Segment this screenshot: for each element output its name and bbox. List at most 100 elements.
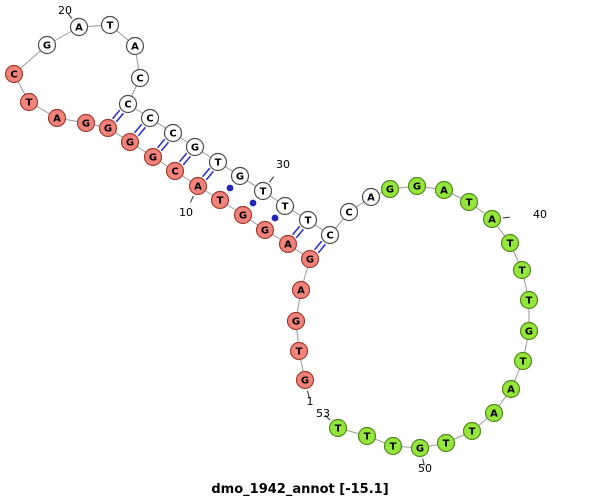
nucleotide-3: G	[286, 311, 306, 331]
nucleotide-24: C	[118, 94, 138, 114]
nucleotide-9: T	[210, 190, 230, 210]
nucleotide-53: T	[328, 418, 348, 438]
nucleotide-base: G	[525, 326, 533, 337]
nucleotide-circle	[339, 202, 359, 222]
nucleotide-base: T	[507, 238, 514, 249]
nucleotide-6: A	[278, 234, 298, 254]
figure-title: dmo_1942_annot [-15.1]	[211, 482, 388, 497]
nucleotide-17: T	[19, 92, 39, 112]
nucleotide-base: T	[335, 423, 342, 434]
nucleotide-base: G	[43, 40, 51, 51]
nucleotide-base: T	[526, 295, 533, 306]
nucleotide-base: A	[490, 408, 498, 419]
position-tick	[324, 414, 331, 421]
nucleotide-base: G	[413, 181, 421, 192]
nucleotide-base: A	[507, 384, 515, 395]
base-pair-bond	[115, 112, 125, 123]
nucleotide-11: C	[165, 161, 185, 181]
nucleotide-base: C	[136, 73, 143, 84]
nucleotide-25: C	[140, 108, 160, 128]
nucleotide-31: T	[275, 196, 295, 216]
nucleotide-circle	[459, 192, 479, 212]
base-pair-dot	[271, 214, 279, 222]
nucleotide-36: G	[380, 179, 400, 199]
nucleotide-base: A	[75, 22, 83, 33]
nucleotide-base: A	[53, 113, 61, 124]
position-tick	[422, 458, 425, 466]
nucleotide-circle	[410, 438, 430, 458]
nucleotide-15: G	[76, 113, 96, 133]
nucleotide-circle	[210, 190, 230, 210]
nucleotide-28: T	[208, 152, 228, 172]
nucleotide-circle	[300, 249, 320, 269]
nucleotide-circle	[275, 196, 295, 216]
nucleotide-circle	[143, 147, 163, 167]
nucleotide-44: G	[519, 321, 539, 341]
nucleotide-circle	[125, 36, 145, 56]
nucleotide-base: C	[345, 207, 352, 218]
nucleotide-7: G	[255, 220, 275, 240]
nucleotide-circle	[37, 35, 57, 55]
base-pair-bond	[160, 141, 170, 152]
nucleotide-41: T	[500, 233, 520, 253]
nucleotide-38: A	[434, 180, 454, 200]
nucleotide-base: T	[466, 197, 473, 208]
nucleotide-circle	[140, 108, 160, 128]
nucleotide-circle	[185, 137, 205, 157]
nucleotide-base: G	[261, 225, 269, 236]
nucleotide-circle	[513, 351, 533, 371]
nucleotide-circle	[328, 418, 348, 438]
nucleotide-1: G	[295, 370, 315, 390]
nucleotide-base: G	[292, 316, 300, 327]
nucleotide-base: T	[107, 20, 114, 31]
nucleotide-base: T	[260, 186, 267, 197]
nucleotide-base: T	[390, 441, 397, 452]
position-label: 1	[307, 395, 314, 408]
position-label: 40	[533, 208, 547, 221]
nucleotide-base: A	[131, 41, 139, 52]
nucleotide-29: G	[230, 166, 250, 186]
base-pair-dot	[226, 184, 234, 192]
nucleotide-4: A	[291, 280, 311, 300]
position-label: 53	[316, 407, 330, 420]
nucleotide-47: A	[484, 403, 504, 423]
nucleotide-base: A	[194, 181, 202, 192]
position-label: 30	[276, 158, 290, 171]
nucleotide-50: G	[410, 438, 430, 458]
position-tick	[502, 216, 510, 219]
nucleotide-base: C	[146, 113, 153, 124]
nucleotide-circle	[462, 421, 482, 441]
nucleotide-19: G	[37, 35, 57, 55]
nucleotide-circle	[118, 94, 138, 114]
position-tick	[307, 390, 310, 398]
nucleotide-circle	[512, 260, 532, 280]
nucleotide-35: A	[361, 187, 381, 207]
nucleotide-39: T	[459, 192, 479, 212]
nucleotide-40: A	[482, 209, 502, 229]
nucleotide-circle	[98, 118, 118, 138]
nucleotide-base: T	[519, 265, 526, 276]
nucleotide-circle	[130, 68, 150, 88]
position-tick	[190, 195, 194, 203]
nucleotide-8: G	[233, 205, 253, 225]
nucleotide-circle	[291, 280, 311, 300]
nucleotide-circle	[163, 123, 183, 143]
base-pair-bond	[317, 243, 327, 254]
nucleotide-circle	[357, 426, 377, 446]
nucleotide-base: A	[284, 239, 292, 250]
nucleotide-42: T	[512, 260, 532, 280]
nucleotide-12: G	[143, 147, 163, 167]
nucleotide-14: G	[98, 118, 118, 138]
nucleotide-circle	[47, 108, 67, 128]
nucleotide-base: A	[488, 214, 496, 225]
nucleotide-27: G	[185, 137, 205, 157]
nucleotide-circle	[188, 176, 208, 196]
nucleotide-30: T	[253, 181, 273, 201]
base-pair-dot	[249, 199, 257, 207]
nucleotide-20: A	[69, 17, 89, 37]
nucleotide-23: C	[130, 68, 150, 88]
nucleotide-base: G	[104, 123, 112, 134]
position-label: 50	[418, 462, 432, 475]
nucleotide-base: C	[171, 166, 178, 177]
nucleotide-43: T	[519, 290, 539, 310]
